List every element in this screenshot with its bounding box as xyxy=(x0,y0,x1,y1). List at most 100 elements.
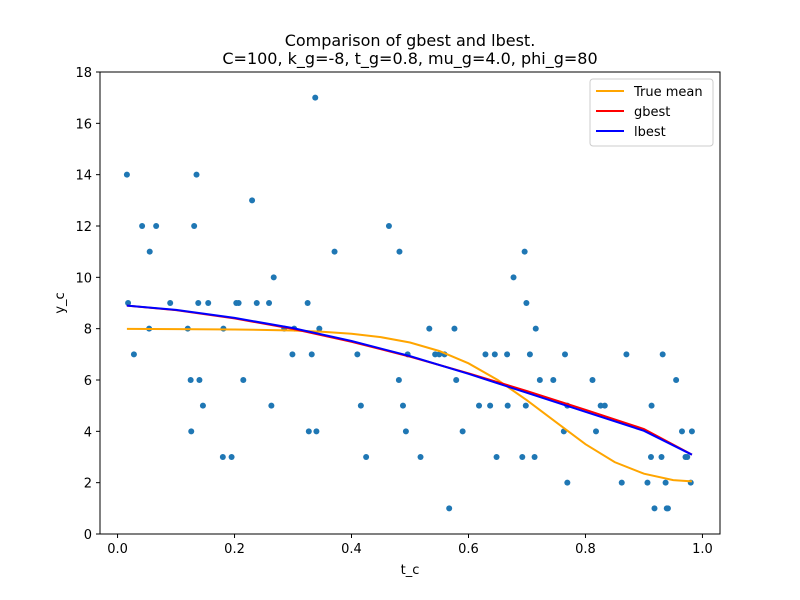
scatter-point xyxy=(521,248,528,255)
scatter-point xyxy=(432,351,439,358)
scatter-point xyxy=(125,300,132,306)
scatter-point xyxy=(651,505,658,512)
y-tick-label: 4 xyxy=(84,425,92,440)
scatter-point xyxy=(487,402,494,409)
y-tick-label: 6 xyxy=(84,374,92,389)
scatter-point xyxy=(526,351,533,358)
scatter-point xyxy=(219,454,226,460)
legend-label: lbest xyxy=(634,125,666,140)
scatter-point xyxy=(123,171,130,178)
scatter-point xyxy=(644,479,651,486)
plot-frame xyxy=(99,71,721,535)
scatter-point xyxy=(363,454,370,460)
scatter-point xyxy=(305,428,312,435)
scatter-point xyxy=(532,325,539,332)
scatter-point xyxy=(623,351,630,358)
scatter-point xyxy=(523,300,530,306)
legend-entries: True mean gbest lbest xyxy=(596,85,703,140)
scatter-point xyxy=(167,300,174,306)
scatter-point xyxy=(673,377,680,383)
scatter-point xyxy=(451,325,458,332)
scatter-point xyxy=(191,223,198,229)
scatter-point xyxy=(678,428,685,435)
scatter-point xyxy=(313,428,320,435)
scatter-point xyxy=(228,454,235,460)
y-axis-label: y_c xyxy=(53,292,68,313)
x-tick-label: 0.0 xyxy=(107,542,128,557)
scatter-point xyxy=(491,351,498,358)
scatter-point xyxy=(453,377,460,383)
scatter-point xyxy=(316,325,323,332)
scatter-point xyxy=(193,171,200,178)
y-tick-label: 12 xyxy=(75,220,92,235)
scatter-point xyxy=(684,454,691,460)
y-tick-label: 0 xyxy=(84,528,92,543)
scatter-point xyxy=(446,505,453,512)
scatter-point xyxy=(536,377,543,383)
x-tick-label: 1.0 xyxy=(692,542,713,557)
scatter-point xyxy=(589,377,596,383)
scatter-point xyxy=(482,351,489,358)
scatter-point xyxy=(504,402,511,409)
scatter-point xyxy=(417,454,424,460)
scatter-point xyxy=(618,479,625,486)
y-tick-label: 14 xyxy=(75,169,92,184)
scatter-point xyxy=(550,377,557,383)
scatter-point xyxy=(504,351,511,358)
scatter-point xyxy=(402,428,409,435)
scatter-point xyxy=(658,454,665,460)
scatter-point xyxy=(139,223,146,229)
scatter-point xyxy=(664,505,671,512)
scatter-point xyxy=(395,377,402,383)
scatter-point xyxy=(601,402,608,409)
scatter-point xyxy=(312,94,319,101)
x-tick-label: 0.6 xyxy=(458,542,479,557)
scatter-point xyxy=(459,428,466,435)
scatter-point xyxy=(153,223,160,229)
scatter-point xyxy=(196,377,203,383)
scatter-point xyxy=(659,351,666,358)
x-axis-label: t_c xyxy=(401,563,420,578)
scatter-point xyxy=(195,300,202,306)
legend-label: gbest xyxy=(634,105,670,120)
scatter-point xyxy=(562,351,568,358)
scatter-point xyxy=(205,300,212,306)
x-tick-label: 0.2 xyxy=(224,542,245,557)
scatter-point xyxy=(648,402,655,409)
x-tick-label: 0.4 xyxy=(341,542,362,557)
scatter-point xyxy=(188,428,195,435)
scatter-point xyxy=(187,377,194,383)
scatter-point xyxy=(304,300,311,306)
scatter-point xyxy=(476,402,483,409)
legend: True mean gbest lbest xyxy=(589,78,714,147)
scatter-point xyxy=(266,300,273,306)
y-tick-label: 18 xyxy=(75,66,92,81)
scatter-point xyxy=(199,402,206,409)
scatter-point xyxy=(130,351,137,358)
scatter-point xyxy=(510,274,517,281)
scatter-point xyxy=(253,300,260,306)
scatter-point xyxy=(357,402,364,409)
scatter-point xyxy=(249,197,256,204)
y-tick-label: 16 xyxy=(75,117,92,132)
scatter-point xyxy=(240,377,247,383)
series-line-lbest xyxy=(126,304,693,456)
scatter-point xyxy=(647,454,654,460)
scatter-point xyxy=(564,479,571,486)
scatter-point xyxy=(331,248,338,255)
scatter-point xyxy=(354,351,361,358)
scatter-point xyxy=(235,300,242,306)
scatter-point xyxy=(308,351,315,358)
scatter-point xyxy=(385,223,392,229)
plot-area xyxy=(123,94,695,512)
legend-label: True mean xyxy=(633,85,703,100)
scatter-point xyxy=(268,402,275,409)
y-tick-label: 8 xyxy=(84,323,92,338)
scatter-point xyxy=(662,479,669,486)
scatter-point xyxy=(519,454,526,460)
y-tick-label: 10 xyxy=(75,271,92,286)
y-axis-ticks: 0 2 4 6 8 10 12 14 16 18 xyxy=(75,66,100,543)
x-axis-ticks: 0.0 0.2 0.4 0.6 0.8 1.0 xyxy=(107,534,713,557)
scatter-point xyxy=(396,248,403,255)
